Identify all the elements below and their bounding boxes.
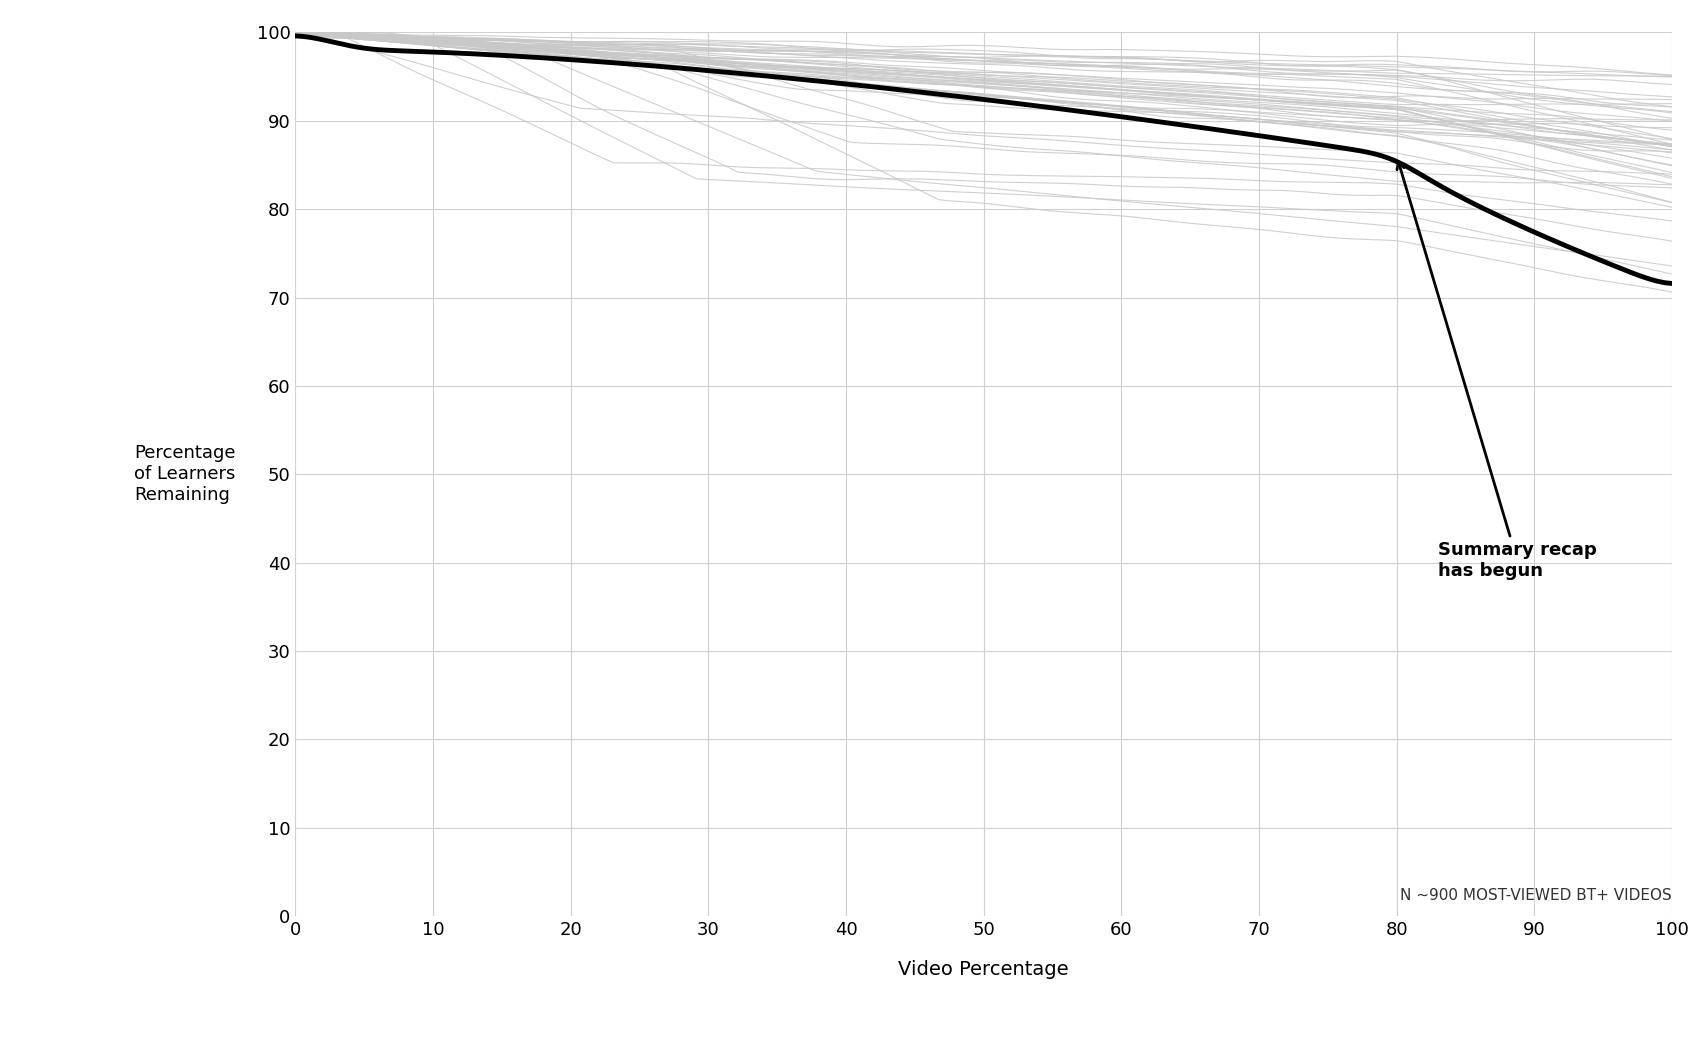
X-axis label: Video Percentage: Video Percentage xyxy=(898,959,1068,979)
Text: Summary recap
has begun: Summary recap has begun xyxy=(1397,162,1597,581)
Y-axis label: Percentage
of Learners
Remaining: Percentage of Learners Remaining xyxy=(135,445,235,504)
Text: N ~900 MOST-VIEWED BT+ VIDEOS: N ~900 MOST-VIEWED BT+ VIDEOS xyxy=(1401,888,1672,903)
